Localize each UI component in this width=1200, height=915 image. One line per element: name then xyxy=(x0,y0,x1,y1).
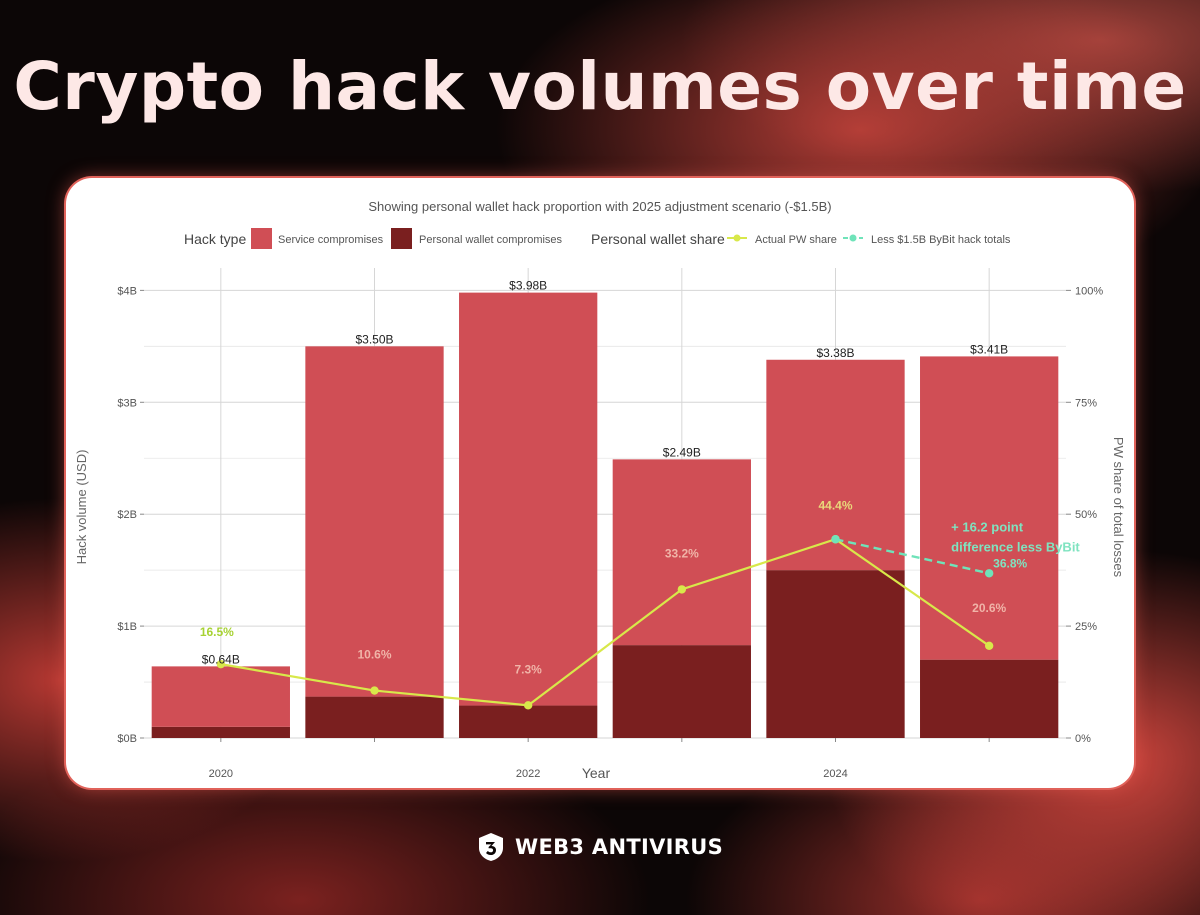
x-axis-title: Year xyxy=(582,765,611,781)
bar-service xyxy=(920,356,1059,660)
legend-swatch-service xyxy=(251,228,272,249)
y2-tick-label: 25% xyxy=(1075,621,1097,633)
bar-service xyxy=(459,292,598,706)
legend-title-hack-type: Hack type xyxy=(184,231,246,247)
actual-pw-share-point xyxy=(984,641,994,650)
legend-label-personal: Personal wallet compromises xyxy=(419,234,563,246)
share-label: 44.4% xyxy=(818,498,852,512)
share-label: 16.5% xyxy=(200,625,234,639)
bar-service xyxy=(305,346,444,697)
less-bybit-line xyxy=(835,538,990,575)
bar-total-label: $3.50B xyxy=(355,332,393,346)
bar-service xyxy=(151,666,290,727)
legend: Hack type Service compromises Personal w… xyxy=(184,228,1011,249)
annotation-line-2: difference less ByBit xyxy=(951,539,1080,554)
less-bybit-point xyxy=(984,569,994,578)
bar-personal-wallet xyxy=(612,645,751,738)
shield-3-logo-icon xyxy=(478,833,503,861)
actual-pw-share-point xyxy=(523,701,533,710)
axes: $0B $1B $2B $3B $4B 0% 25% 50% 75% 100% 2020 2022 20… xyxy=(117,285,1103,780)
legend-label-actual-pw-share: Actual PW share xyxy=(755,234,837,246)
adjusted-share-label: 36.8% xyxy=(993,556,1027,570)
less-bybit-point xyxy=(831,535,840,544)
x-tick-label: 2024 xyxy=(823,768,847,780)
y-tick-label: $3B xyxy=(117,397,137,409)
y-tick-label: $0B xyxy=(117,733,137,745)
bar-total-label: $3.38B xyxy=(816,346,854,360)
bar-personal-wallet xyxy=(920,659,1059,738)
bar-total-label: $2.49B xyxy=(663,445,701,459)
actual-pw-share-point xyxy=(677,585,687,594)
actual-pw-share-point xyxy=(370,686,379,695)
actual-pw-share-line xyxy=(220,538,990,707)
data-labels: $0.64B $3.50B $3.98B $2.49B $3.38B $3.41B 16.5… xyxy=(200,279,1081,677)
legend-label-less-bybit: Less $1.5B ByBit hack totals xyxy=(871,234,1011,246)
share-label: 10.6% xyxy=(357,648,391,662)
bar-total-label: $0.64B xyxy=(202,652,240,666)
x-tick-label: 2022 xyxy=(516,768,540,780)
footer-brand: WEB3 ANTIVIRUS xyxy=(0,832,1200,862)
bar-total-label: $3.98B xyxy=(509,279,547,293)
y-axis-title: Hack volume (USD) xyxy=(74,450,89,565)
headline: Crypto hack volumes over time xyxy=(13,48,1187,125)
actual-pw-share-point xyxy=(216,659,226,669)
y2-tick-label: 75% xyxy=(1075,397,1097,409)
x-tick-label: 2020 xyxy=(209,768,233,780)
share-lines xyxy=(216,535,994,710)
bars xyxy=(151,292,1059,738)
chart-card: Showing personal wallet hack proportion … xyxy=(66,178,1134,788)
chart-subtitle: Showing personal wallet hack proportion … xyxy=(368,199,831,214)
bar-personal-wallet xyxy=(459,705,598,738)
share-label: 7.3% xyxy=(514,662,542,676)
bar-personal-wallet xyxy=(766,570,905,738)
bar-service xyxy=(612,459,751,646)
bar-total-label: $3.41B xyxy=(970,342,1008,356)
share-label: 20.6% xyxy=(972,601,1006,615)
chart: Showing personal wallet hack proportion … xyxy=(74,199,1126,781)
legend-label-service: Service compromises xyxy=(278,234,384,246)
grid xyxy=(144,268,1066,739)
legend-swatch-personal xyxy=(391,228,412,249)
y2-tick-label: 100% xyxy=(1075,285,1103,297)
y2-axis-title: PW share of total losses xyxy=(1111,437,1126,578)
y2-tick-label: 0% xyxy=(1075,733,1091,745)
annotation-line-1: + 16.2 point xyxy=(951,519,1024,534)
legend-key-actual-pw-share xyxy=(727,234,747,242)
y-tick-label: $1B xyxy=(117,621,137,633)
bar-personal-wallet xyxy=(305,696,444,738)
y2-tick-label: 50% xyxy=(1075,509,1097,521)
y-tick-label: $4B xyxy=(117,285,137,297)
legend-key-less-bybit xyxy=(843,234,863,242)
y-tick-label: $2B xyxy=(117,509,137,521)
bar-personal-wallet xyxy=(151,726,290,738)
brand-name: WEB3 ANTIVIRUS xyxy=(514,835,724,859)
share-label: 33.2% xyxy=(665,546,699,560)
legend-title-pw-share: Personal wallet share xyxy=(591,231,725,247)
